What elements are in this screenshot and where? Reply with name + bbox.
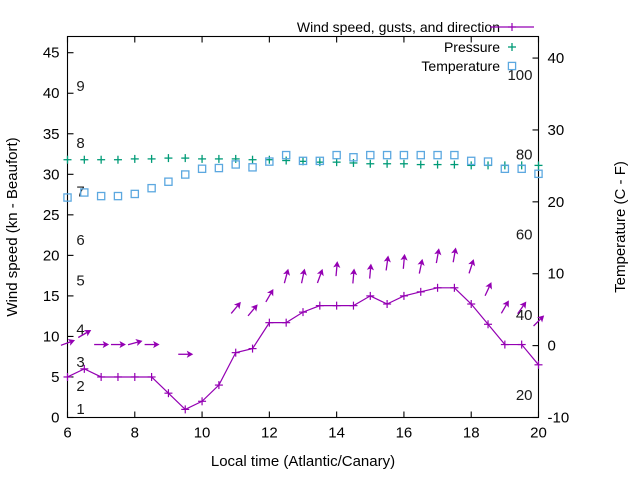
wind-arrow (484, 282, 492, 297)
wind-arrow (230, 301, 241, 314)
x-tick-label: 10 (194, 425, 211, 442)
x-tick-label: 8 (131, 425, 139, 442)
y-tick-label: 10 (43, 328, 60, 345)
beaufort-label: 9 (76, 78, 84, 95)
x-tick-label: 18 (463, 425, 480, 442)
wind-arrow (127, 339, 143, 347)
x-tick-label: 16 (396, 425, 413, 442)
y2-tick-label: 20 (548, 194, 565, 211)
y2-tick-label: -10 (548, 410, 570, 427)
x-tick-label: 6 (63, 425, 71, 442)
x-tick-label: 14 (328, 425, 345, 442)
plot-frame (66, 35, 540, 419)
wind-arrow (247, 304, 258, 317)
x-tick-label: 20 (530, 425, 547, 442)
y2-tick-label: 0 (548, 338, 556, 355)
y2-tick-label: 10 (548, 266, 565, 283)
wind-arrow (533, 315, 545, 327)
y-tick-label: 0 (51, 410, 59, 427)
fahrenheit-label: 20 (516, 387, 533, 404)
wind-arrow (283, 268, 291, 284)
wind-arrow (383, 255, 391, 271)
chart-legend[interactable]: Wind speed, gusts, and direction Pressure… (297, 19, 534, 74)
y-tick-label: 25 (43, 207, 60, 224)
y2-tick-label: 40 (548, 50, 565, 67)
wind-arrow (366, 263, 375, 279)
fahrenheit-label: 100 (507, 67, 532, 84)
beaufort-label: 1 (76, 401, 84, 418)
beaufort-label: 4 (76, 321, 84, 338)
wind-arrow (451, 247, 459, 263)
wind-arrow (178, 350, 194, 358)
wind-arrow (265, 288, 274, 303)
wind-arrow (517, 301, 527, 315)
y-tick-label: 30 (43, 166, 60, 183)
wind-arrow (299, 268, 307, 284)
wind-arrow (333, 261, 341, 277)
y-axis-title: Wind speed (kn - Beaufort) (4, 137, 21, 316)
legend-label[interactable]: Wind speed, gusts, and direction (297, 19, 500, 35)
fahrenheit-scale-labels: 20 40 60 80 100 (507, 67, 532, 404)
wind-arrow (110, 340, 126, 349)
beaufort-label: 2 (76, 378, 84, 395)
y-axis-left-ticks: 0 5 10 15 20 25 30 35 40 45 (43, 45, 74, 427)
fahrenheit-label: 80 (516, 147, 533, 164)
wind-arrow (417, 258, 425, 274)
series-temperature (63, 150, 543, 202)
wind-arrow (468, 259, 476, 274)
wind-arrow (77, 330, 92, 339)
y-tick-label: 45 (43, 45, 60, 62)
wind-arrow (144, 340, 160, 349)
wind-arrow (350, 268, 358, 284)
wind-arrow (94, 340, 110, 349)
fahrenheit-label: 60 (516, 226, 533, 243)
y-tick-label: 5 (51, 369, 59, 386)
x-axis-title: Local time (Atlantic/Canary) (211, 453, 395, 470)
y-axis-right-ticks: -10 0 10 20 30 40 (532, 50, 570, 427)
y-tick-label: 15 (43, 288, 60, 305)
y2-tick-label: 30 (548, 122, 565, 139)
wind-arrow (400, 253, 408, 269)
beaufort-label: 5 (76, 273, 84, 290)
legend-label[interactable]: Temperature (421, 58, 500, 74)
wind-arrow (434, 248, 442, 264)
x-tick-label: 12 (261, 425, 278, 442)
fahrenheit-label: 40 (516, 307, 533, 324)
wind-direction-arrows (60, 247, 545, 358)
y-tick-label: 20 (43, 247, 60, 264)
series-wind-speed (63, 283, 543, 414)
wind-arrow (60, 339, 76, 346)
y-tick-label: 35 (43, 126, 60, 143)
wind-arrow (500, 300, 509, 314)
wind-arrow (316, 268, 324, 284)
beaufort-label: 8 (76, 135, 84, 152)
y2-axis-title: Temperature (C - F) (612, 161, 629, 293)
x-axis-ticks: 6 8 10 12 14 16 18 20 (63, 36, 547, 442)
beaufort-label: 6 (76, 232, 84, 249)
beaufort-label: 3 (76, 354, 84, 371)
legend-label[interactable]: Pressure (444, 39, 500, 55)
y-tick-label: 40 (43, 85, 60, 102)
axis-titles: Local time (Atlantic/Canary) Wind speed (… (4, 137, 629, 470)
